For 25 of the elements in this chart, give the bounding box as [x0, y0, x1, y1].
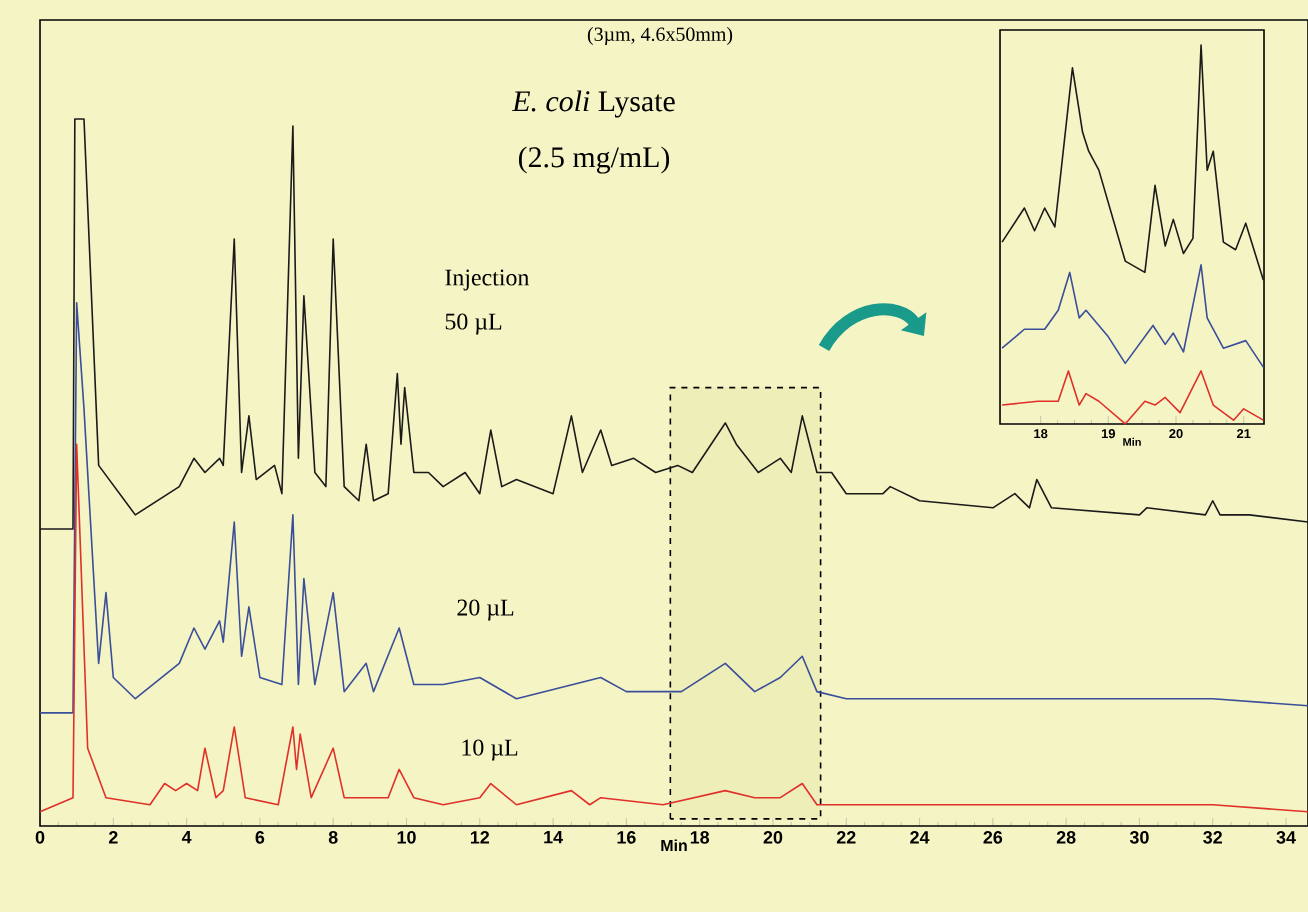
- x-tick-label: 18: [690, 831, 710, 844]
- annotation: (2.5 mg/mL): [518, 146, 670, 174]
- x-tick-label: 8: [328, 831, 338, 844]
- x-tick-label: 4: [181, 831, 192, 844]
- annotation: Injection: [445, 269, 530, 291]
- x-tick-label: 6: [255, 831, 265, 844]
- x-tick-label: 0: [35, 831, 45, 844]
- text: (3µm, 4.6x50mm): [587, 26, 733, 46]
- x-tick-label: 22: [836, 831, 856, 844]
- x-tick-label: 16: [617, 831, 636, 844]
- annotation: 50 µL: [445, 313, 502, 335]
- x-tick-label: 20: [763, 831, 783, 844]
- annotation: 20 µL: [457, 599, 514, 621]
- x-tick-label: 10: [397, 831, 416, 844]
- x-tick-label: 14: [544, 831, 563, 844]
- text: E. coli Lysate: [511, 90, 675, 118]
- annotation: 10 µL: [462, 739, 518, 761]
- x-tick-label: 30: [1129, 831, 1149, 844]
- x-tick-label: 32: [1203, 831, 1222, 844]
- x-tick-label: 12: [470, 831, 490, 844]
- x-tick-label: 34: [1276, 831, 1296, 844]
- x-tick-label: 24: [910, 831, 930, 844]
- x-tick-label: 28: [1056, 831, 1076, 844]
- x-tick-label: 2: [108, 831, 118, 844]
- x-tick-label: 26: [983, 831, 1003, 844]
